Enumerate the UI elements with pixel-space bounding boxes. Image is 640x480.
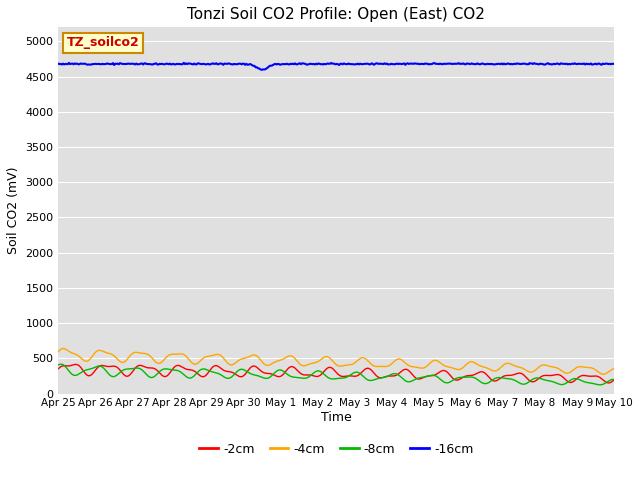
Y-axis label: Soil CO2 (mV): Soil CO2 (mV) xyxy=(7,167,20,254)
Title: Tonzi Soil CO2 Profile: Open (East) CO2: Tonzi Soil CO2 Profile: Open (East) CO2 xyxy=(188,7,485,22)
X-axis label: Time: Time xyxy=(321,411,352,424)
Text: TZ_soilco2: TZ_soilco2 xyxy=(67,36,140,49)
Legend: -2cm, -4cm, -8cm, -16cm: -2cm, -4cm, -8cm, -16cm xyxy=(195,438,478,461)
